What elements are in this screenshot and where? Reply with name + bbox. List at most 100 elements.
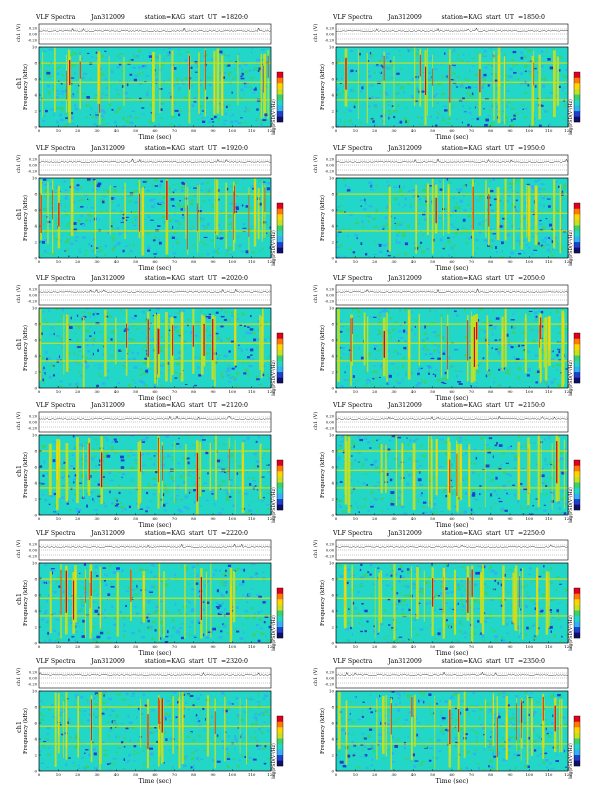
x-tick-label: 10 <box>353 644 359 649</box>
y-tick-label: 8 <box>331 192 334 197</box>
x-tick-label: 50 <box>430 772 436 777</box>
y-tick-label: 0 <box>34 513 37 518</box>
spectrogram-panel: VLF Spectra Jan312009 station=KAG start … <box>311 275 586 403</box>
x-tick-label: 120 <box>564 516 572 521</box>
y-tick-label: 10 <box>329 45 335 50</box>
x-tick-label: 100 <box>229 772 237 777</box>
colorbar-swatch <box>574 225 580 231</box>
x-tick-label: 120 <box>564 389 572 394</box>
colorbar-swatch <box>277 754 283 761</box>
colorbar <box>276 202 284 254</box>
x-tick-label: 70 <box>172 772 178 777</box>
x-tick-label: 30 <box>94 644 100 649</box>
x-tick-label: 30 <box>391 259 397 264</box>
y-tick-label: 0 <box>331 386 334 391</box>
x-tick-label: 70 <box>172 389 178 394</box>
x-tick-label: 60 <box>152 644 158 649</box>
colorbar-swatch <box>277 360 283 367</box>
x-tick-label: 10 <box>353 389 359 394</box>
colorbar-swatch <box>574 247 580 254</box>
voltage-tick-label: -0.20 <box>325 555 335 559</box>
colorbar-swatch <box>574 219 580 226</box>
colorbar-swatch <box>574 504 580 511</box>
colorbar-swatch <box>277 760 283 767</box>
spectrogram-panel: VLF Spectra Jan312009 station=KAG start … <box>311 530 586 658</box>
colorbar-swatch <box>574 738 580 744</box>
colorbar-label: log(PSD(V²/Hz) <box>270 230 277 266</box>
y-tick-label: 2 <box>331 370 334 375</box>
chart-start-time: start UT =1950:0 <box>485 145 545 152</box>
y-tick-label: 2 <box>331 109 334 114</box>
y-tick-label: 6 <box>34 721 37 726</box>
colorbar-swatch <box>574 476 580 483</box>
voltage-trace <box>335 288 568 293</box>
colorbar-swatch <box>574 236 580 243</box>
y-tick-label: 2 <box>34 240 37 245</box>
colorbar-swatch <box>574 471 580 477</box>
voltage-axis-label: ch1 (V) <box>15 285 22 303</box>
spectrogram-image <box>336 691 568 771</box>
x-tick-label: 60 <box>449 389 455 394</box>
x-tick-label: 90 <box>507 389 513 394</box>
chart-date: Jan312009 <box>91 658 125 665</box>
y-tick-label: 2 <box>34 625 37 630</box>
colorbar-swatch <box>277 732 283 739</box>
y-tick-label: 10 <box>32 561 38 566</box>
colorbar-swatch <box>277 471 283 477</box>
y-tick-label: 6 <box>331 208 334 213</box>
voltage-axis-label: ch1 (V) <box>312 540 319 558</box>
x-tick-label: 60 <box>152 772 158 777</box>
y-tick-label: 0 <box>331 513 334 518</box>
x-tick-label: 70 <box>172 516 178 521</box>
colorbar-swatch <box>277 344 283 350</box>
colorbar-swatch <box>574 366 580 373</box>
colorbar-swatch <box>277 355 283 361</box>
chart-station: station=KAG <box>441 402 483 409</box>
colorbar-swatch <box>574 99 580 106</box>
voltage-trace <box>335 544 568 548</box>
y-tick-label: 8 <box>34 449 37 454</box>
y-tick-label: 10 <box>32 306 38 311</box>
spectrogram-image <box>39 691 271 771</box>
x-tick-label: 100 <box>526 772 534 777</box>
x-tick-label: 30 <box>94 389 100 394</box>
colorbar-swatch <box>277 482 283 488</box>
x-tick-label: 30 <box>391 128 397 133</box>
y-tick-label: 4 <box>34 609 37 614</box>
y-tick-label: 6 <box>331 77 334 82</box>
colorbar-swatch <box>277 721 283 728</box>
chart-station: station=KAG <box>441 145 483 152</box>
voltage-tick-label: -0.20 <box>325 39 335 43</box>
voltage-trace <box>38 158 271 163</box>
colorbar <box>276 459 284 511</box>
voltage-tick-label: 0.20 <box>29 671 38 675</box>
y-tick-label: 10 <box>329 689 335 694</box>
y-tick-label: 2 <box>331 625 334 630</box>
x-tick-label: 110 <box>545 772 553 777</box>
x-axis-label: Time (sec) <box>436 778 469 785</box>
chart-station: station=KAG <box>441 530 483 537</box>
voltage-tick-label: 0.00 <box>326 421 335 425</box>
colorbar-label: log(PSD(V²/Hz) <box>567 743 574 779</box>
colorbar-swatch <box>574 110 580 117</box>
x-tick-label: 0 <box>38 389 41 394</box>
x-tick-label: 120 <box>267 772 275 777</box>
spectrogram-image <box>336 47 568 127</box>
x-tick-label: 120 <box>564 128 572 133</box>
y-tick-label: 0 <box>34 386 37 391</box>
spectrogram-panel: VLF Spectra Jan312009 station=KAG start … <box>311 145 586 273</box>
y-axis-label: Frequency (kHz) <box>22 64 29 110</box>
chart-station: station=KAG <box>144 530 186 537</box>
voltage-tick-label: -0.20 <box>325 170 335 174</box>
chart-start-time: start UT =1850:0 <box>485 14 545 21</box>
y-axis-label: Frequency (kHz) <box>22 325 29 371</box>
x-tick-label: 20 <box>372 644 378 649</box>
voltage-tick-label: 0.20 <box>29 27 38 31</box>
spectrogram-panel: VLF Spectra Jan312009 station=KAG start … <box>14 145 289 273</box>
x-tick-label: 90 <box>210 128 216 133</box>
voltage-trace <box>38 288 271 293</box>
panel-title: VLF Spectra Jan312009 station=KAG start … <box>333 145 545 152</box>
colorbar-swatch <box>574 727 580 733</box>
